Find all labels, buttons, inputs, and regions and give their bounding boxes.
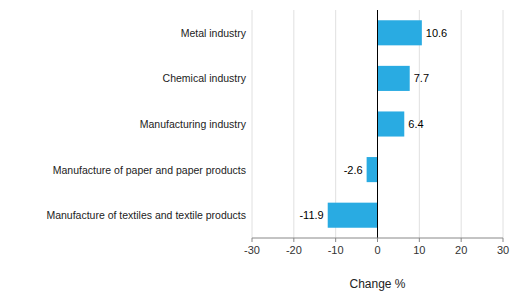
grid-line <box>461 10 462 238</box>
x-axis-label: Change % <box>349 277 405 291</box>
grid <box>252 10 503 238</box>
x-tick <box>335 238 336 242</box>
data-label: -11.9 <box>299 209 323 221</box>
bar <box>378 111 405 136</box>
x-tick <box>252 238 253 242</box>
data-labels: -11.9 -2.6 6.4 7.7 10.6 <box>299 27 447 221</box>
category-label: Metal industry <box>181 27 247 39</box>
grid-line <box>503 10 504 238</box>
x-tick-label: 10 <box>413 244 425 256</box>
data-label: -2.6 <box>344 164 363 176</box>
category-label: Chemical industry <box>163 72 247 84</box>
x-tick-label: -30 <box>244 244 260 256</box>
x-tick-label: -10 <box>328 244 344 256</box>
zero-line <box>377 10 378 238</box>
bar <box>378 20 422 45</box>
bar <box>367 157 378 182</box>
category-label: Manufacturing industry <box>140 118 247 130</box>
bar <box>378 66 410 91</box>
data-label: 10.6 <box>426 27 447 39</box>
grid-line <box>252 10 253 238</box>
bar <box>328 203 378 228</box>
data-label: 7.7 <box>414 72 429 84</box>
x-tick-label: -20 <box>286 244 302 256</box>
chart-svg: -30 -20 -10 0 10 20 30 Change % Manufacture of t… <box>0 0 525 300</box>
x-tick <box>503 238 504 242</box>
data-label: 6.4 <box>408 118 423 130</box>
x-tick <box>377 238 378 242</box>
x-tick-label: 0 <box>374 244 380 256</box>
chart-container: -30 -20 -10 0 10 20 30 Change % Manufacture of t… <box>0 0 525 300</box>
grid-line <box>293 10 294 238</box>
category-label: Manufacture of paper and paper products <box>53 164 246 176</box>
x-tick <box>419 238 420 242</box>
x-tick-label: 30 <box>497 244 509 256</box>
x-tick <box>293 238 294 242</box>
category-label: Manufacture of textiles and textile prod… <box>46 209 246 221</box>
y-axis: Manufacture of textiles and textile prod… <box>46 27 246 221</box>
x-axis: -30 -20 -10 0 10 20 30 <box>244 238 509 256</box>
x-tick <box>461 238 462 242</box>
grid-line <box>377 10 378 238</box>
x-tick-label: 20 <box>455 244 467 256</box>
